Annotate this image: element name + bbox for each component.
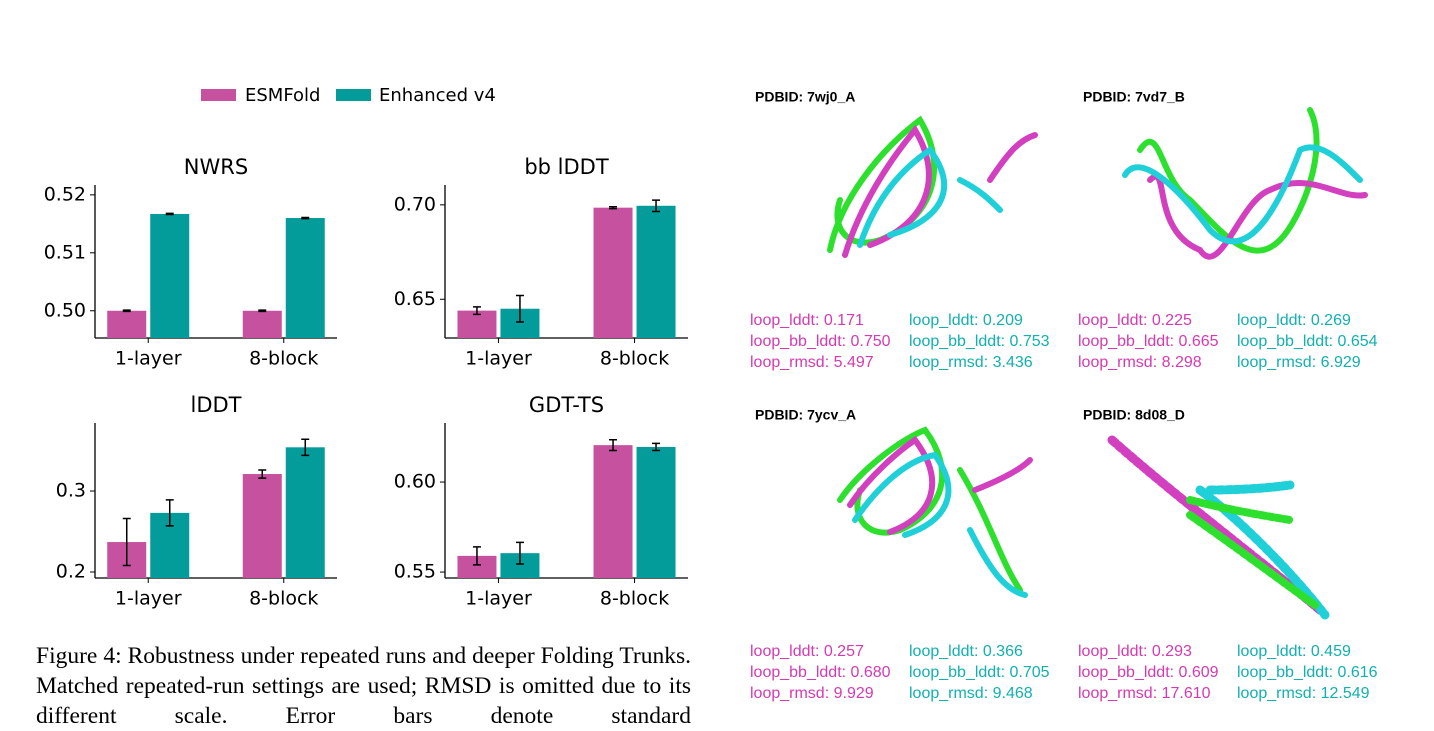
enhanced-metric: loop_bb_lddt: 0.654 xyxy=(1237,333,1378,350)
bar xyxy=(285,447,325,578)
error-bar xyxy=(301,438,310,457)
esmfold-metric: loop_lddt: 0.171 xyxy=(750,312,864,329)
bar xyxy=(242,474,282,578)
legend-label: ESMFold xyxy=(245,85,320,106)
caption: Figure 4: Robustness under repeated runs… xyxy=(36,643,691,729)
y-tick-label: 0.70 xyxy=(394,193,436,215)
x-tick-label: 1-layer xyxy=(465,348,532,370)
y-tick-label: 0.50 xyxy=(44,299,86,321)
y-tick-label: 0.3 xyxy=(56,480,86,502)
esmfold-metric: loop_lddt: 0.257 xyxy=(750,643,864,660)
error-bar xyxy=(165,499,174,527)
esmfold-metric: loop_bb_lddt: 0.665 xyxy=(1078,333,1219,350)
enhanced-metric: loop_rmsd: 9.468 xyxy=(909,685,1033,702)
x-tick-label: 8-block xyxy=(600,348,669,370)
enhanced-metric: loop_bb_lddt: 0.753 xyxy=(909,333,1050,350)
bar xyxy=(285,218,325,338)
error-bar xyxy=(652,442,661,452)
error-bar xyxy=(258,469,267,479)
esmfold-metric: loop_lddt: 0.225 xyxy=(1078,312,1192,329)
error-bar xyxy=(165,212,174,216)
x-tick-label: 1-layer xyxy=(115,588,182,610)
bar xyxy=(107,310,147,338)
legend-swatch xyxy=(336,89,371,101)
x-tick-label: 8-block xyxy=(600,588,669,610)
enhanced-metric: loop_rmsd: 12.549 xyxy=(1237,685,1370,702)
bar xyxy=(593,445,633,578)
x-tick-label: 8-block xyxy=(249,588,318,610)
error-bar xyxy=(515,294,524,323)
bar xyxy=(457,310,497,338)
chart-title: GDT-TS xyxy=(529,393,604,417)
legend-swatch xyxy=(201,89,236,101)
bar xyxy=(242,310,282,338)
legend-label: Enhanced v4 xyxy=(379,85,496,106)
y-tick-label: 0.65 xyxy=(394,288,436,310)
esmfold-metric: loop_rmsd: 17.610 xyxy=(1078,685,1211,702)
enhanced-metric: loop_bb_lddt: 0.705 xyxy=(909,664,1050,681)
x-tick-label: 8-block xyxy=(249,348,318,370)
enhanced-metric: loop_lddt: 0.269 xyxy=(1237,312,1351,329)
enhanced-metric: loop_lddt: 0.366 xyxy=(909,643,1023,660)
chart-title: bb lDDT xyxy=(524,155,609,179)
y-tick-label: 0.60 xyxy=(394,471,436,493)
error-bar xyxy=(122,517,131,567)
bar xyxy=(636,205,676,338)
esmfold-metric: loop_lddt: 0.293 xyxy=(1078,643,1192,660)
error-bar xyxy=(122,309,131,313)
error-bar xyxy=(609,438,618,452)
error-bar xyxy=(609,205,618,210)
esmfold-metric: loop_bb_lddt: 0.609 xyxy=(1078,664,1219,681)
x-tick-label: 1-layer xyxy=(465,588,532,610)
enhanced-metric: loop_rmsd: 3.436 xyxy=(909,354,1033,371)
y-tick-label: 0.2 xyxy=(56,561,86,583)
bar xyxy=(636,446,676,578)
chart-title: NWRS xyxy=(184,155,248,179)
panel-title: PDBID: 8d08_D xyxy=(1083,407,1185,423)
enhanced-metric: loop_lddt: 0.209 xyxy=(909,312,1023,329)
error-bar xyxy=(301,216,310,220)
y-tick-label: 0.52 xyxy=(44,183,86,205)
bar xyxy=(593,207,633,338)
y-tick-label: 0.51 xyxy=(44,241,86,263)
esmfold-metric: loop_bb_lddt: 0.750 xyxy=(750,333,891,350)
x-tick-label: 1-layer xyxy=(115,348,182,370)
panel-title: PDBID: 7ycv_A xyxy=(755,407,856,423)
panel-title: PDBID: 7wj0_A xyxy=(755,89,855,105)
bar xyxy=(457,555,497,578)
enhanced-metric: loop_rmsd: 6.929 xyxy=(1237,354,1361,371)
esmfold-metric: loop_rmsd: 5.497 xyxy=(750,354,874,371)
bar xyxy=(150,213,190,338)
error-bar xyxy=(652,199,661,213)
esmfold-metric: loop_bb_lddt: 0.680 xyxy=(750,664,891,681)
y-tick-label: 0.55 xyxy=(394,561,436,583)
protein-art xyxy=(827,107,1368,620)
error-bar xyxy=(258,309,267,313)
error-bar xyxy=(515,541,524,565)
panel-title: PDBID: 7vd7_B xyxy=(1083,89,1185,105)
enhanced-metric: loop_bb_lddt: 0.616 xyxy=(1237,664,1378,681)
error-bar xyxy=(472,306,481,316)
esmfold-metric: loop_rmsd: 8.298 xyxy=(1078,354,1202,371)
error-bar xyxy=(472,546,481,566)
enhanced-metric: loop_lddt: 0.459 xyxy=(1237,643,1351,660)
esmfold-metric: loop_rmsd: 9.929 xyxy=(750,685,874,702)
chart-title: lDDT xyxy=(190,393,241,417)
